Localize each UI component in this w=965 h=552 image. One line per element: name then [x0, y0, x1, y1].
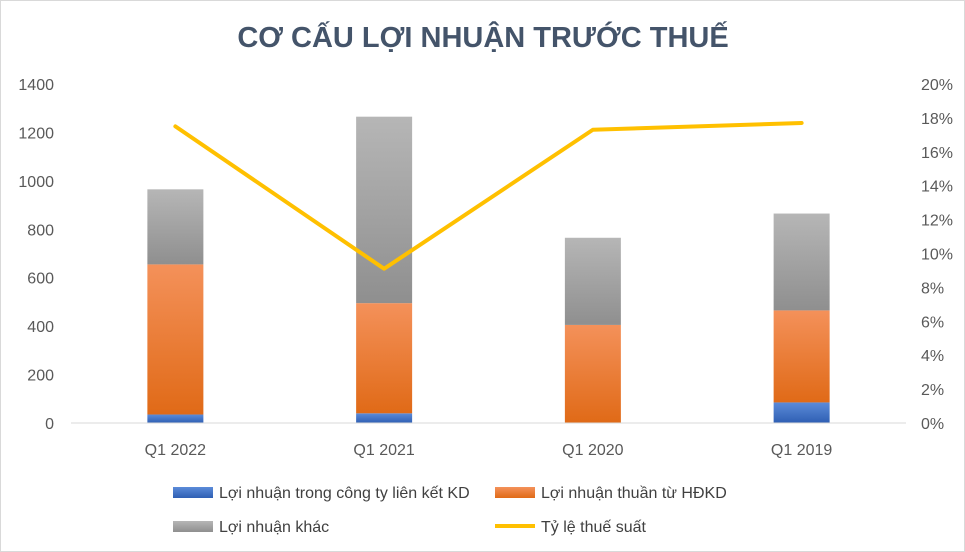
- bar-segment: [147, 414, 204, 423]
- x-axis-tick-label: Q1 2020: [562, 442, 623, 459]
- bar-segment: [564, 324, 621, 423]
- y2-axis-tick-label: 14%: [921, 179, 953, 196]
- tax-rate-line: [173, 120, 804, 271]
- legend-label: Lợi nhuận khác: [219, 519, 329, 536]
- y2-axis-tick-label: 12%: [921, 213, 953, 230]
- y-axis-tick-label: 400: [27, 319, 54, 336]
- legend-item: Lợi nhuận thuần từ HĐKD: [495, 485, 727, 502]
- y-axis-tick-label: 200: [27, 368, 54, 385]
- y-axis-tick-label: 800: [27, 222, 54, 239]
- plot-area: 0 200 400 600 800 1000 1200 1400 0% 2% 4% 6% 8% 10% 12…: [18, 77, 953, 459]
- x-axis-tick-label: Q1 2022: [145, 442, 206, 459]
- y2-axis-tick-label: 16%: [921, 145, 953, 162]
- y-axis-tick-label: 1000: [18, 174, 54, 191]
- legend-label: Tỷ lệ thuế suất: [541, 519, 647, 536]
- legend-label: Lợi nhuận thuần từ HĐKD: [541, 485, 727, 502]
- bar-segment: [147, 189, 204, 265]
- y2-axis-tick-label: 6%: [921, 314, 944, 331]
- y-axis-tick-label: 0: [45, 416, 54, 433]
- bar-segment: [564, 237, 621, 325]
- y-axis-tick-label: 600: [27, 271, 54, 288]
- y2-axis-tick-label: 0%: [921, 416, 944, 433]
- legend-swatch: [173, 521, 213, 532]
- y-axis-tick-label: 1400: [18, 77, 54, 94]
- legend-swatch: [495, 487, 535, 498]
- bar-segment: [356, 116, 413, 304]
- bar-segment: [356, 303, 413, 414]
- bar-segment: [356, 413, 413, 423]
- legend: Lợi nhuận trong công ty liên kết KD Lợi n…: [173, 485, 727, 536]
- chart-title: CƠ CẤU LỢI NHUẬN TRƯỚC THUẾ: [237, 20, 728, 54]
- y2-axis-tick-label: 8%: [921, 280, 944, 297]
- legend-item: Lợi nhuận khác: [173, 519, 329, 536]
- x-axis-tick-label: Q1 2021: [353, 442, 414, 459]
- bar-segment: [773, 213, 830, 311]
- bar-segment: [773, 402, 830, 423]
- bar-segment: [773, 310, 830, 403]
- bar-segment: [147, 264, 204, 415]
- y2-axis-tick-label: 20%: [921, 77, 953, 94]
- legend-item: Lợi nhuận trong công ty liên kết KD: [173, 485, 470, 502]
- legend-label: Lợi nhuận trong công ty liên kết KD: [219, 485, 470, 502]
- y2-axis-tick-label: 18%: [921, 111, 953, 128]
- x-axis-tick-label: Q1 2019: [771, 442, 832, 459]
- y2-axis-tick-label: 10%: [921, 247, 953, 264]
- legend-swatch: [173, 487, 213, 498]
- legend-item: Tỷ lệ thuế suất: [495, 519, 647, 536]
- y-axis-tick-label: 1200: [18, 125, 54, 142]
- y2-axis-tick-label: 4%: [921, 348, 944, 365]
- y2-axis-tick-label: 2%: [921, 382, 944, 399]
